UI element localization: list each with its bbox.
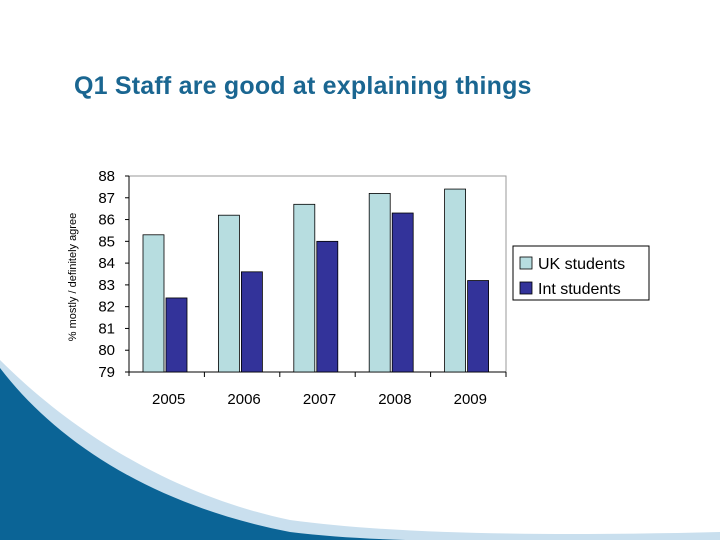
slide-title: Q1 Staff are good at explaining things [74,72,532,100]
legend-label: UK students [538,256,625,273]
y-tick-label: 80 [98,342,115,359]
bar [165,297,188,373]
bar [467,280,490,373]
x-tick-label: 2009 [454,391,487,408]
bar [293,203,316,373]
y-axis-ticks: 79 80 81 82 83 84 85 86 87 88 [98,168,129,381]
legend-box [512,245,650,301]
y-tick-label: 88 [98,168,115,185]
x-tick-label: 2005 [152,391,185,408]
y-tick-label: 86 [98,212,115,229]
legend: UK students Int students [512,245,650,301]
bar [391,212,414,373]
bar [444,188,467,373]
legend-label: Int students [538,281,621,298]
legend-swatch [519,281,533,295]
y-tick-label: 83 [98,277,115,294]
y-axis-title-group: % mostly / definitely agree [67,213,79,341]
bars [142,188,490,373]
bar [217,214,240,373]
y-tick-label: 82 [98,299,115,316]
x-tick-label: 2006 [227,391,260,408]
y-tick-label: 87 [98,190,115,207]
x-tick-label: 2007 [303,391,336,408]
x-tick-label: 2008 [378,391,411,408]
y-tick-label: 84 [98,255,115,272]
bar [368,193,391,373]
x-axis-ticks: 2005 2006 2007 2008 2009 [152,372,507,408]
y-axis-title: % mostly / definitely agree [67,213,79,341]
bar [316,240,339,373]
bar [142,234,165,373]
y-tick-label: 85 [98,233,115,250]
legend-swatch [519,256,533,270]
y-tick-label: 79 [98,364,115,381]
bar [240,271,263,373]
y-tick-label: 81 [98,320,115,337]
